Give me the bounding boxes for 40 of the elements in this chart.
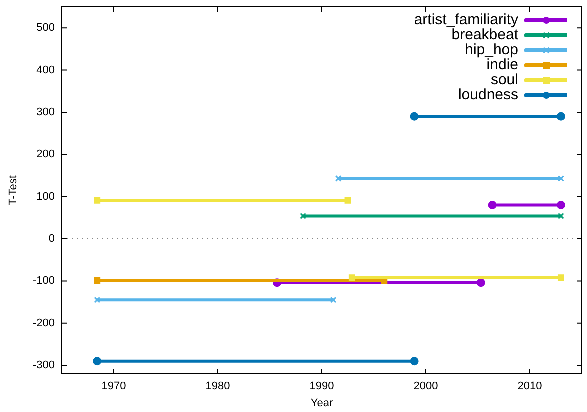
point xyxy=(300,213,307,220)
x-tick-label: 1990 xyxy=(310,380,334,393)
point xyxy=(94,197,101,204)
legend-label: indie xyxy=(486,56,518,74)
point xyxy=(558,213,564,220)
x-tick-label: 1970 xyxy=(102,380,126,393)
y-tick-label: 200 xyxy=(36,148,55,161)
y-tick-label: 400 xyxy=(36,64,55,76)
x-tick-label: 2000 xyxy=(414,380,438,393)
point xyxy=(93,357,102,366)
x-tick-label: 1980 xyxy=(206,380,230,393)
point xyxy=(556,201,566,210)
point xyxy=(476,278,486,288)
point xyxy=(410,357,419,366)
point xyxy=(335,175,342,182)
point xyxy=(488,201,497,210)
point xyxy=(94,296,101,304)
y-tick-label: -300 xyxy=(32,360,55,372)
y-tick-label: 300 xyxy=(36,106,55,118)
y-tick-label: 500 xyxy=(36,22,55,34)
legend-label: soul xyxy=(490,72,518,89)
point xyxy=(348,274,356,282)
point xyxy=(344,197,352,204)
y-tick-label: -200 xyxy=(32,317,55,330)
point xyxy=(94,278,101,284)
point xyxy=(558,175,564,182)
legend-label: loudness xyxy=(458,86,518,104)
legend-label: hip_hop xyxy=(465,42,518,59)
x-axis-title: Year xyxy=(310,397,334,410)
point xyxy=(558,274,564,282)
point xyxy=(410,112,419,121)
y-tick-label: 0 xyxy=(48,233,55,246)
point xyxy=(556,112,566,121)
x-tick-label: 2010 xyxy=(518,380,542,393)
point xyxy=(330,296,337,304)
y-tick-label: 100 xyxy=(36,190,55,203)
y-tick-label: -100 xyxy=(32,275,55,288)
y-axis-title: T-Test xyxy=(8,176,20,206)
legend-label: breakbeat xyxy=(452,26,520,44)
legend-label: artist_familiarity xyxy=(414,12,519,29)
